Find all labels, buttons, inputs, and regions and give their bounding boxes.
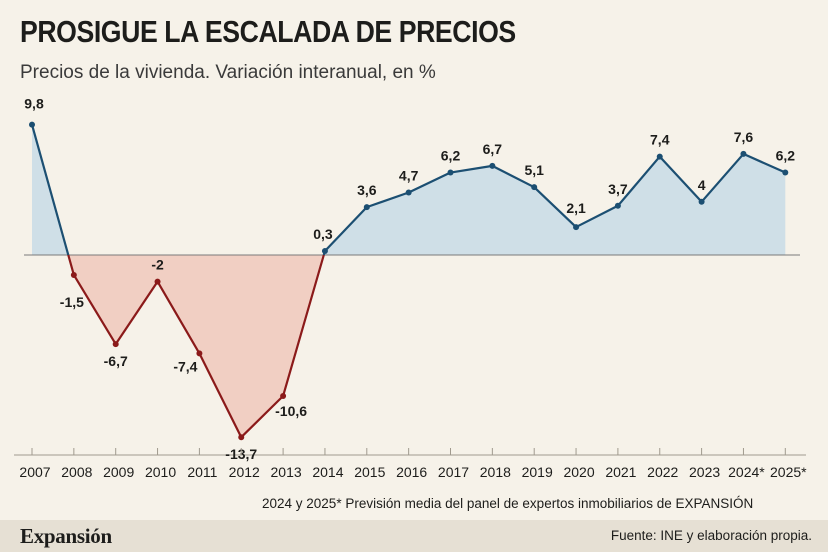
data-label: 4,7: [399, 167, 419, 183]
source-note: Fuente: INE y elaboración propia.: [610, 528, 812, 543]
data-label: -1,5: [60, 294, 84, 310]
chart-subtitle: Precios de la vivienda. Variación intera…: [20, 62, 436, 83]
data-point: [196, 350, 203, 357]
x-tick-label: 2015: [354, 464, 385, 480]
data-point: [363, 204, 370, 211]
forecast-note: 2024 y 2025* Previsión media del panel d…: [262, 496, 754, 511]
data-label: 9,8: [24, 96, 44, 112]
data-label: 3,7: [608, 181, 628, 197]
data-label: 2,1: [566, 200, 586, 216]
x-tick-label: 2013: [271, 464, 302, 480]
x-tick-label: 2018: [480, 464, 511, 480]
data-point: [698, 198, 705, 205]
data-point: [573, 224, 580, 231]
x-tick-label: 2014: [312, 464, 343, 480]
x-tick-label: 2020: [563, 464, 594, 480]
x-tick-label: 2021: [605, 464, 636, 480]
positive-area: [323, 153, 786, 255]
x-tick-label: 2019: [522, 464, 553, 480]
positive-series-line: [30, 124, 70, 256]
data-point: [447, 169, 454, 176]
data-point: [614, 202, 621, 209]
footer-bar: Expansión Fuente: INE y elaboración prop…: [0, 520, 828, 552]
chart-points: [29, 121, 789, 441]
x-tick-label: 2009: [103, 464, 134, 480]
data-label: 6,2: [776, 148, 796, 164]
data-label: 5,1: [524, 162, 544, 178]
data-point: [321, 248, 328, 255]
data-label: -2: [151, 257, 164, 273]
data-point: [405, 189, 412, 196]
data-label: 7,6: [734, 129, 754, 145]
chart-x-ticks: 2007 2008 2009 2010 2011 2012 2013 2014 2015 2016…: [19, 448, 807, 480]
negative-series-line: [67, 254, 325, 439]
expansion-logo: Expansión: [20, 524, 112, 548]
x-tick-label: 2017: [438, 464, 469, 480]
data-point: [29, 121, 35, 128]
x-tick-label: 2016: [396, 464, 427, 480]
data-point: [70, 271, 77, 278]
data-label: 7,4: [650, 132, 670, 148]
line-chart: 9,8-1,5-6,7-2-7,4-13,7-10,60,33,64,76,2 6…: [14, 96, 807, 480]
x-tick-label: 2008: [61, 464, 92, 480]
data-label: -6,7: [104, 353, 128, 369]
data-point: [740, 150, 747, 157]
data-label: 6,2: [441, 148, 461, 164]
data-label: -10,6: [275, 403, 307, 419]
data-point: [782, 169, 789, 176]
chart-data-labels: 9,8-1,5-6,7-2-7,4-13,7-10,60,33,64,76,2 6…: [24, 96, 795, 463]
data-point: [531, 184, 538, 191]
data-point: [656, 153, 663, 160]
x-tick-label: 2010: [145, 464, 176, 480]
x-tick-label: 2023: [689, 464, 720, 480]
data-label: 4: [698, 177, 706, 193]
data-point: [280, 392, 287, 399]
data-label: 3,6: [357, 182, 377, 198]
data-label: -7,4: [173, 358, 197, 374]
x-tick-label: 2025*: [770, 464, 807, 480]
data-point: [154, 278, 161, 285]
chart-axis: [14, 254, 806, 456]
data-label: 0,3: [313, 226, 333, 242]
data-label: 6,7: [483, 141, 503, 157]
x-tick-label: 2022: [647, 464, 678, 480]
x-tick-label: 2024*: [728, 464, 765, 480]
x-tick-label: 2007: [19, 464, 50, 480]
chart-title: PROSIGUE LA ESCALADA DE PRECIOS: [20, 14, 516, 49]
data-point: [489, 162, 496, 169]
x-tick-label: 2011: [187, 464, 217, 480]
x-tick-label: 2012: [229, 464, 260, 480]
data-point: [112, 341, 119, 348]
data-point: [238, 434, 245, 441]
